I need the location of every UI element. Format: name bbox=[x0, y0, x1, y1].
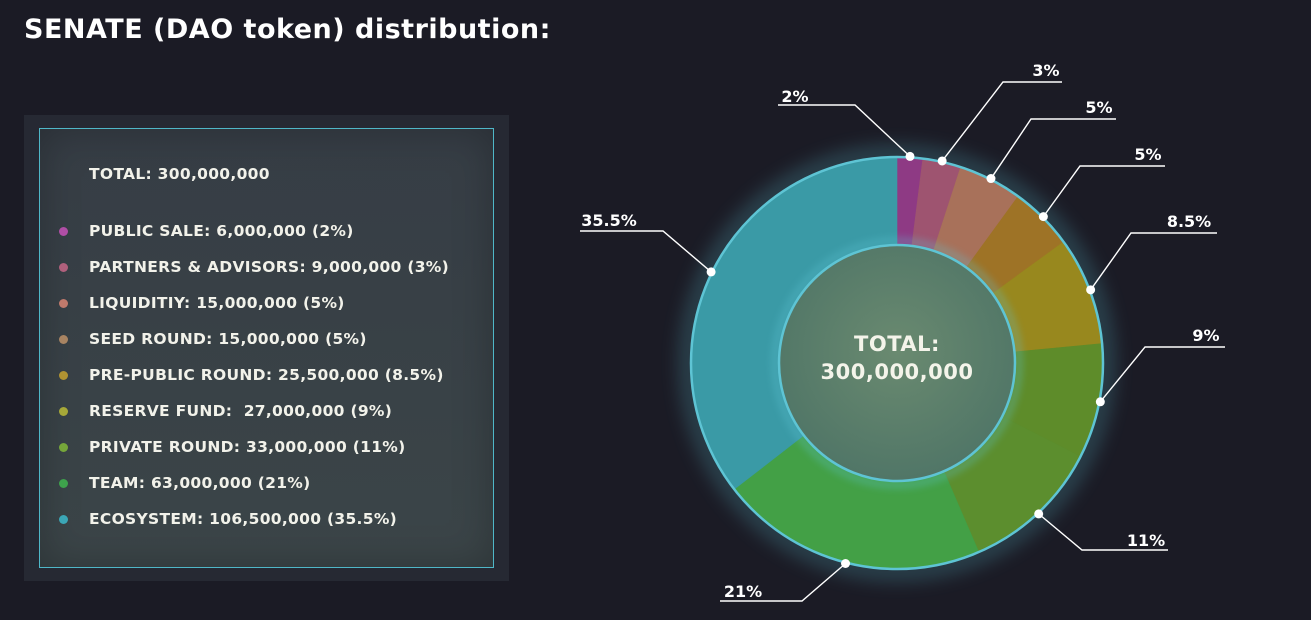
callout-line bbox=[941, 81, 1062, 162]
outer-ring bbox=[689, 155, 1105, 571]
legend-dot-icon bbox=[59, 226, 68, 236]
legend-label: PARTNERS & ADVISORS: 9,000,000 (3%) bbox=[89, 258, 450, 276]
legend-item: PUBLIC SALE: 6,000,000 (2%) bbox=[59, 213, 449, 249]
callout-line bbox=[778, 104, 911, 157]
center-label: TOTAL: bbox=[854, 332, 940, 356]
chart-center: TOTAL: 300,000,000 bbox=[772, 238, 1022, 488]
callout-line bbox=[1038, 513, 1168, 551]
chart-callouts: 2% 3% 5% 5% 8.5% 9% 11% 21% 35.5% bbox=[580, 61, 1225, 602]
percent-label: 2% bbox=[781, 87, 808, 106]
ring-glow bbox=[682, 148, 1112, 578]
callout-dot bbox=[1095, 397, 1105, 407]
legend-label: RESERVE FUND: 27,000,000 (9%) bbox=[89, 402, 393, 420]
legend-dot-icon bbox=[59, 298, 68, 308]
legend-list: PUBLIC SALE: 6,000,000 (2%) PARTNERS & AD… bbox=[59, 213, 449, 537]
callout-dot bbox=[706, 267, 716, 277]
legend-box: TOTAL: 300,000,000 PUBLIC SALE: 6,000,00… bbox=[39, 128, 494, 568]
callout-line bbox=[990, 118, 1116, 179]
legend-item: RESERVE FUND: 27,000,000 (9%) bbox=[59, 393, 449, 429]
legend-dot-icon bbox=[59, 442, 68, 452]
percent-label: 21% bbox=[724, 582, 762, 601]
legend-label: TEAM: 63,000,000 (21%) bbox=[89, 474, 311, 492]
percent-label: 5% bbox=[1085, 98, 1112, 117]
legend-item: PRIVATE ROUND: 33,000,000 (11%) bbox=[59, 429, 449, 465]
legend-label: SEED ROUND: 15,000,000 (5%) bbox=[89, 330, 367, 348]
legend-dot-icon bbox=[59, 262, 68, 272]
callout-dot bbox=[841, 558, 851, 568]
percent-label: 9% bbox=[1192, 326, 1219, 345]
page-title: SENATE (DAO token) distribution: bbox=[24, 14, 551, 45]
legend-item: PARTNERS & ADVISORS: 9,000,000 (3%) bbox=[59, 249, 449, 285]
legend-item: TEAM: 63,000,000 (21%) bbox=[59, 465, 449, 501]
legend-dot-icon bbox=[59, 514, 68, 524]
percent-label: 35.5% bbox=[581, 211, 637, 230]
percent-label: 8.5% bbox=[1167, 212, 1211, 231]
callout-line bbox=[720, 562, 846, 602]
legend-item: PRE-PUBLIC ROUND: 25,500,000 (8.5%) bbox=[59, 357, 449, 393]
chart-glow bbox=[682, 148, 1112, 578]
callout-dot bbox=[986, 174, 996, 184]
callout-dot bbox=[905, 151, 915, 161]
callout-line bbox=[1042, 165, 1165, 218]
legend-dot-icon bbox=[59, 406, 68, 416]
legend-label: PUBLIC SALE: 6,000,000 (2%) bbox=[89, 222, 354, 240]
callout-dot bbox=[937, 156, 947, 166]
callout-dot bbox=[1086, 285, 1096, 295]
callout-dot bbox=[1034, 509, 1044, 519]
legend-label: PRE-PUBLIC ROUND: 25,500,000 (8.5%) bbox=[89, 366, 444, 384]
legend-dot-icon bbox=[59, 334, 68, 344]
legend-panel: TOTAL: 300,000,000 PUBLIC SALE: 6,000,00… bbox=[24, 115, 509, 581]
percent-label: 3% bbox=[1032, 61, 1059, 80]
legend-dot-icon bbox=[59, 478, 68, 488]
legend-label: ECOSYSTEM: 106,500,000 (35.5%) bbox=[89, 510, 398, 528]
percent-label: 11% bbox=[1127, 531, 1165, 550]
legend-item: SEED ROUND: 15,000,000 (5%) bbox=[59, 321, 449, 357]
callout-line bbox=[1099, 346, 1225, 403]
center-glow bbox=[772, 238, 1022, 488]
center-circle bbox=[777, 243, 1017, 483]
callout-dot bbox=[1038, 212, 1048, 222]
legend-label: PRIVATE ROUND: 33,000,000 (11%) bbox=[89, 438, 406, 456]
legend-total: TOTAL: 300,000,000 bbox=[89, 165, 270, 183]
legend-dot-icon bbox=[59, 370, 68, 380]
legend-item: LIQUIDITIY: 15,000,000 (5%) bbox=[59, 285, 449, 321]
center-label: 300,000,000 bbox=[821, 360, 974, 384]
legend-label: LIQUIDITIY: 15,000,000 (5%) bbox=[89, 294, 345, 312]
percent-label: 5% bbox=[1134, 145, 1161, 164]
callout-line bbox=[580, 230, 712, 273]
legend-item: ECOSYSTEM: 106,500,000 (35.5%) bbox=[59, 501, 449, 537]
callout-line bbox=[1090, 232, 1217, 291]
